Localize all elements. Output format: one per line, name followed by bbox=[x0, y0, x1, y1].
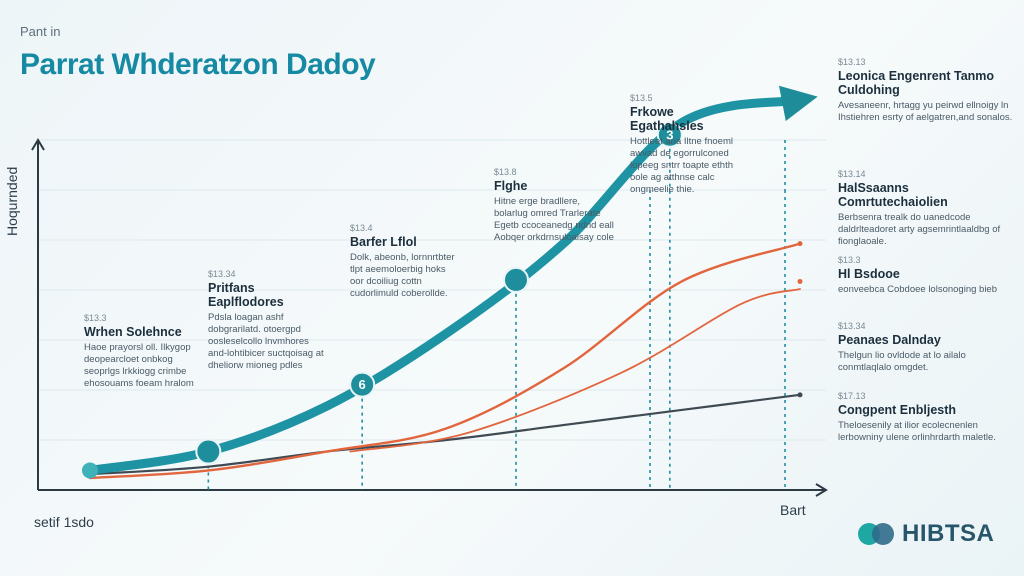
annotation-4-body: Hitne erge bradllere, bolarlug omred Tra… bbox=[494, 196, 614, 243]
series-start-point bbox=[82, 462, 98, 479]
annotation-5-heading: Frkowe Egathahsles bbox=[630, 105, 704, 133]
annotation-3-tag: $13.4 bbox=[350, 223, 373, 233]
annotation-5: $13.5 Frkowe Egathahsles Hottleet ana Il… bbox=[630, 92, 740, 196]
y-axis-label: Hoqurnded bbox=[4, 166, 20, 236]
annotation-5-tag: $13.5 bbox=[630, 93, 653, 103]
right-note-2-body: Berbsenra trealk do uanedcode daldrltead… bbox=[838, 212, 1001, 247]
logo-wordmark: HIBTSA bbox=[902, 520, 995, 547]
data-point bbox=[797, 278, 803, 284]
annotation-2-heading: Pritfans Eaplflodores bbox=[208, 281, 284, 309]
step-marker bbox=[503, 266, 529, 293]
data-point bbox=[797, 392, 803, 398]
annotation-1: $13.3 Wrhen Solehnce Haoe prayorsl oll. … bbox=[84, 312, 194, 390]
annotation-2: $13.34 Pritfans Eaplflodores Pdsla loaga… bbox=[208, 268, 328, 372]
right-note-1-heading: Leonica Engenrent Tanmo Culdohing bbox=[838, 69, 995, 97]
right-note-1-tag: $13.13 bbox=[838, 57, 866, 67]
header-kicker: Pant in bbox=[20, 24, 61, 39]
x-axis-end-label: Bart bbox=[780, 502, 806, 518]
annotation-4-heading: Flghe bbox=[494, 179, 528, 193]
step-marker bbox=[349, 371, 376, 398]
right-note-3-body: eonveebca Cobdoee lolsonoging bieb bbox=[838, 284, 997, 295]
right-note-4-heading: Peanaes Dalnday bbox=[838, 333, 941, 347]
right-note-2-tag: $13.14 bbox=[838, 169, 866, 179]
x-axis-arrow-icon bbox=[815, 483, 828, 497]
annotation-3-heading: Barfer Lflol bbox=[350, 235, 417, 249]
right-note-3: $13.3 Hl Bsdooe eonveebca Cobdoee lolson… bbox=[838, 254, 1018, 296]
annotation-4: $13.8 Flghe Hitne erge bradllere, bolarl… bbox=[494, 166, 614, 244]
annotation-2-tag: $13.34 bbox=[208, 269, 236, 279]
annotation-2-body: Pdsla loagan ashf dobgrarilatd. otoergpd… bbox=[208, 312, 324, 371]
chart-title: Parrat Whderatzon Dadoy bbox=[20, 48, 376, 81]
annotation-1-tag: $13.3 bbox=[84, 313, 107, 323]
series-line-dark bbox=[88, 393, 802, 476]
right-note-5-heading: Congpent Enbljesth bbox=[838, 403, 957, 417]
annotation-3-body: Dolk, abeonb, lornnrtbter tlpt aeemoloer… bbox=[350, 252, 455, 299]
x-axis-start-label: setif 1sdo bbox=[34, 514, 94, 530]
series-line-orange bbox=[88, 242, 802, 480]
step-marker-label: 3 bbox=[666, 127, 673, 142]
right-note-5: $17.13 Congpent Enbljesth Theloesenily a… bbox=[838, 390, 1018, 444]
right-note-5-body: Theloesenily at ilior ecolecnenlen lerbo… bbox=[838, 420, 996, 443]
data-point bbox=[797, 241, 803, 247]
right-note-1: $13.13 Leonica Engenrent Tanmo Culdohing… bbox=[838, 56, 1018, 124]
annotation-3: $13.4 Barfer Lflol Dolk, abeonb, lornnrt… bbox=[350, 222, 455, 300]
annotation-1-heading: Wrhen Solehnce bbox=[84, 325, 182, 339]
right-note-4-tag: $13.34 bbox=[838, 321, 866, 331]
step-marker bbox=[195, 438, 222, 465]
series-line-orange-secondary bbox=[349, 288, 801, 453]
right-note-3-heading: Hl Bsdooe bbox=[838, 267, 900, 281]
right-note-2: $13.14 HalSsaanns Comrtutechaiolien Berb… bbox=[838, 168, 1018, 248]
brand-logo: HIBTSA bbox=[858, 520, 994, 548]
right-note-3-tag: $13.3 bbox=[838, 255, 861, 265]
annotation-5-body: Hottleet ana Iltne fnoeml awvad de egorr… bbox=[630, 136, 733, 195]
right-note-4-body: Thelgun lio ovldode at lo ailalo conmtla… bbox=[838, 350, 966, 373]
step-marker-label: 6 bbox=[359, 377, 366, 392]
logo-mark-icon bbox=[858, 521, 898, 547]
right-note-4: $13.34 Peanaes Dalnday Thelgun lio ovldo… bbox=[838, 320, 1018, 374]
right-note-2-heading: HalSsaanns Comrtutechaiolien bbox=[838, 181, 948, 209]
right-note-5-tag: $17.13 bbox=[838, 391, 866, 401]
annotation-4-tag: $13.8 bbox=[494, 167, 517, 177]
annotation-1-body: Haoe prayorsl oll. Ilkygop deopearcloet … bbox=[84, 342, 194, 389]
step-marker bbox=[656, 121, 683, 148]
right-note-1-body: Avesaneenr, hrtagg yu peirwd ellnoigy ln… bbox=[838, 100, 1013, 123]
y-axis-arrow-icon bbox=[31, 138, 45, 151]
